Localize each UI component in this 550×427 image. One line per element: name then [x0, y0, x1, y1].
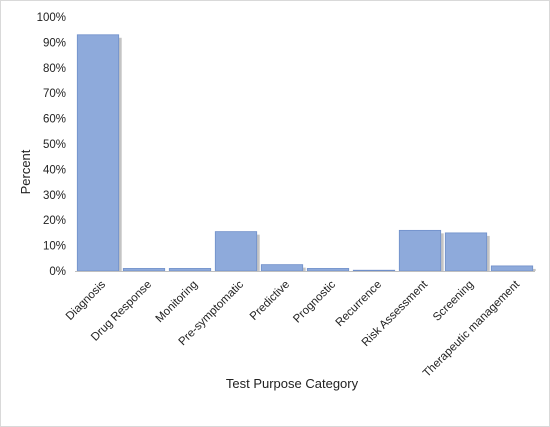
bar: [352, 269, 396, 272]
bar: [214, 231, 258, 272]
bar: [490, 265, 534, 272]
y-tick-label: 0%: [49, 266, 66, 278]
x-axis-title: Test Purpose Category: [226, 376, 359, 391]
y-tick-label: 30%: [43, 190, 66, 202]
x-tick-label: Recurrence: [334, 279, 385, 330]
x-tick-label: Prognostic: [291, 278, 338, 325]
bar: [260, 264, 304, 272]
y-tick-label: 100%: [37, 12, 66, 24]
bar: [122, 268, 166, 272]
bar: [306, 268, 350, 272]
x-tick-label: Predictive: [248, 279, 292, 323]
x-tick-label: Screening: [431, 279, 476, 324]
y-tick-label: 70%: [43, 88, 66, 100]
y-tick-label: 40%: [43, 164, 66, 176]
y-tick-label: 90%: [43, 37, 66, 49]
bars: [76, 34, 536, 272]
x-tick-label: Diagnosis: [64, 278, 108, 322]
y-axis-title: Percent: [18, 149, 33, 194]
y-tick-label: 60%: [43, 114, 66, 126]
y-axis-ticks: 0% 10% 20% 30% 40% 50% 60% 70% 80% 90% 100%: [37, 12, 66, 278]
bar: [398, 229, 442, 272]
bar: [76, 34, 120, 272]
y-tick-label: 50%: [43, 139, 66, 151]
x-tick-label: Therapeutic management: [421, 278, 523, 380]
bar: [168, 268, 212, 272]
bar: [444, 232, 488, 272]
y-tick-label: 20%: [43, 215, 66, 227]
y-tick-label: 10%: [43, 241, 66, 253]
x-tick-label: Monitoring: [154, 279, 200, 325]
y-tick-label: 80%: [43, 63, 66, 75]
